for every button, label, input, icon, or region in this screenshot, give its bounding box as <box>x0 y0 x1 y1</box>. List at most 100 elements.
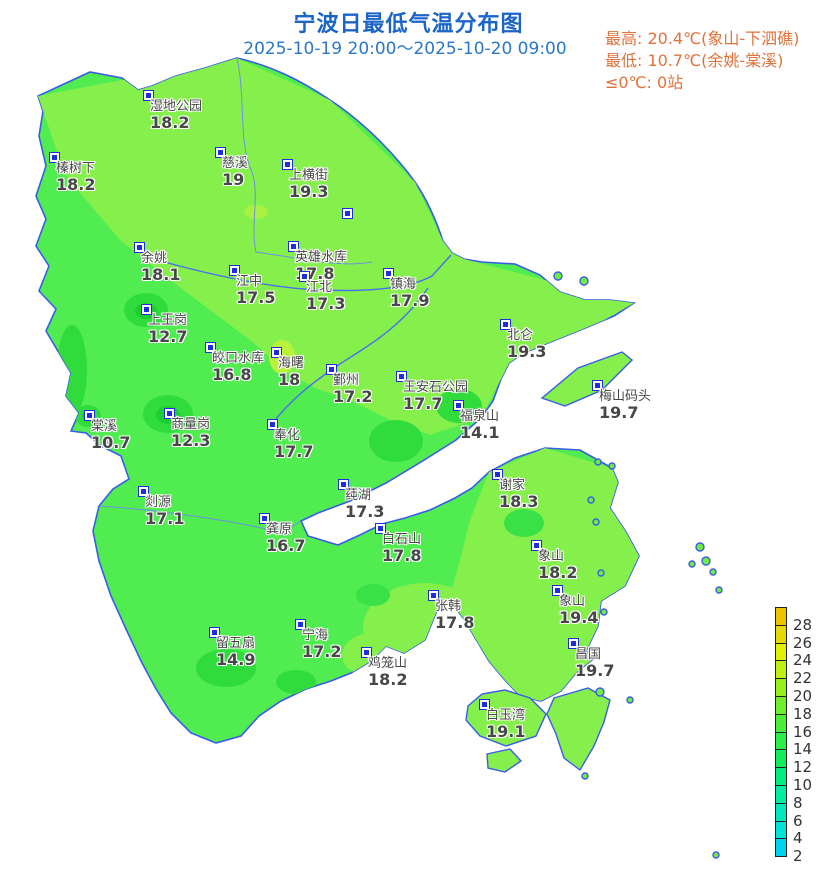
station-label: 上横街 19.3 <box>289 168 329 201</box>
legend-color-cell <box>775 820 787 840</box>
legend-tick-label: 4 <box>793 829 803 848</box>
station-marker-icon <box>164 408 174 418</box>
min-temp-text: 最低: 10.7℃(余姚-棠溪) <box>605 51 784 70</box>
station-temperature: 17.1 <box>145 509 185 528</box>
station-label: 剡源 17.1 <box>145 495 185 528</box>
legend-color-cell <box>775 660 787 680</box>
station-marker-icon <box>271 347 281 357</box>
station-marker-icon <box>383 268 393 278</box>
legend-tick-label: 24 <box>793 651 813 670</box>
station-label: 商量岗 12.3 <box>171 417 211 450</box>
legend-color-cell <box>775 731 787 751</box>
station-name: 剡源 <box>145 495 172 510</box>
station-temperature: 14.9 <box>216 650 256 669</box>
station-temperature: 19.4 <box>559 608 599 627</box>
station-name: 莼湖 <box>345 488 372 503</box>
station-name: 皎口水库 <box>212 351 265 366</box>
station-temperature: 19.7 <box>599 403 639 422</box>
station-temperature: 17.3 <box>306 294 346 313</box>
station-name: 棠溪 <box>91 419 118 434</box>
station-name: 王安石公园 <box>403 380 469 395</box>
station-temperature: 18.2 <box>538 563 578 582</box>
legend-tick-label: 14 <box>793 740 813 759</box>
station-temperature: 19.3 <box>507 342 547 361</box>
station-marker-icon <box>552 585 562 595</box>
station-temperature: 14.1 <box>460 423 500 442</box>
station-marker-icon <box>143 90 153 100</box>
station-marker-icon <box>288 241 298 251</box>
station-marker-icon <box>267 419 277 429</box>
station-name: 福泉山 <box>460 409 500 424</box>
station-label: 莼湖 17.3 <box>345 488 385 521</box>
extreme-stats: 最高: 20.4℃(象山-下泗礁) 最低: 10.7℃(余姚-棠溪) ≤0℃: … <box>605 28 799 94</box>
legend-tick-label: 8 <box>793 793 803 812</box>
station-name: 英雄水库 <box>295 250 348 265</box>
station-marker-icon <box>592 380 602 390</box>
station-name: 榛树下 <box>56 161 96 176</box>
station-name: 象山 <box>538 549 565 564</box>
station-name: 上横街 <box>289 168 329 183</box>
station-name: 镇海 <box>390 277 417 292</box>
station-temperature: 18.3 <box>499 492 539 511</box>
station-temperature: 10.7 <box>91 433 131 452</box>
station-temperature: 12.3 <box>171 431 211 450</box>
station-marker-icon <box>205 342 215 352</box>
page-title: 宁波日最低气温分布图 <box>293 12 524 37</box>
legend-tick-label: 28 <box>793 615 813 634</box>
station-name: 张韩 <box>435 599 462 614</box>
station-name: 奉化 <box>274 428 301 443</box>
legend-color-cell <box>775 749 787 769</box>
station-label: 慈溪 19 <box>222 156 249 189</box>
station-name: 昌国 <box>575 647 602 662</box>
legend-color-cell <box>775 785 787 804</box>
station-label: 皎口水库 16.8 <box>212 351 265 384</box>
station-temperature: 19 <box>222 170 245 189</box>
station-label: 江中 17.5 <box>236 275 276 307</box>
station-temperature: 19.3 <box>289 182 329 201</box>
station-temperature: 17.8 <box>382 546 422 565</box>
station-label: 象山 19.4 <box>559 595 599 627</box>
station-label: 鄞州 17.2 <box>333 374 372 406</box>
district-boundaries <box>98 58 373 531</box>
station-marker-icon <box>396 371 406 381</box>
station-label: 鸡笼山 18.2 <box>368 656 408 689</box>
legend-tick-label: 18 <box>793 704 813 723</box>
legend-tick-label: 26 <box>793 633 813 652</box>
station-temperature: 18.2 <box>368 670 408 689</box>
legend-color-cell <box>775 607 787 626</box>
station-label: 湿地公园 18.2 <box>150 99 203 132</box>
legend-color-cell <box>775 642 787 662</box>
legend-tick-label: 22 <box>793 669 813 688</box>
station-name: 湿地公园 <box>150 99 203 114</box>
station-label: 象山 18.2 <box>538 549 578 582</box>
station-marker-icon <box>282 159 292 169</box>
station-label: 棠溪 10.7 <box>91 419 131 452</box>
legend-color-cell <box>775 802 787 822</box>
station-name: 鸡笼山 <box>368 656 408 671</box>
station-temperature: 12.7 <box>148 327 188 346</box>
station-marker-icon <box>453 400 463 410</box>
station-name: 北仑 <box>507 328 534 343</box>
station-name: 白石山 <box>382 532 422 547</box>
legend-color-cell <box>775 838 787 858</box>
station-marker-icon <box>428 590 438 600</box>
station-temperature: 19.7 <box>575 661 615 680</box>
legend-tick-label: 6 <box>793 811 803 830</box>
station-marker-icon <box>299 271 309 281</box>
legend-tick-label: 10 <box>793 776 813 794</box>
station-marker-icon <box>141 304 151 314</box>
station-marker-icon <box>215 147 225 157</box>
legend-color-cell <box>775 624 787 644</box>
station-marker-icon <box>259 513 269 523</box>
station-temperature: 17.3 <box>345 502 385 521</box>
station-marker-icon <box>500 319 510 329</box>
station-temperature: 17.5 <box>236 288 276 307</box>
legend-tick-label: 16 <box>793 722 813 741</box>
station-label: 谢家 18.3 <box>499 479 539 511</box>
station-name: 海曙 <box>278 356 305 371</box>
station-name: 商量岗 <box>171 417 211 432</box>
legend-color-cell <box>775 678 787 697</box>
station-name: 慈溪 <box>222 156 249 171</box>
station-label: 白玉湾 19.1 <box>486 709 525 741</box>
